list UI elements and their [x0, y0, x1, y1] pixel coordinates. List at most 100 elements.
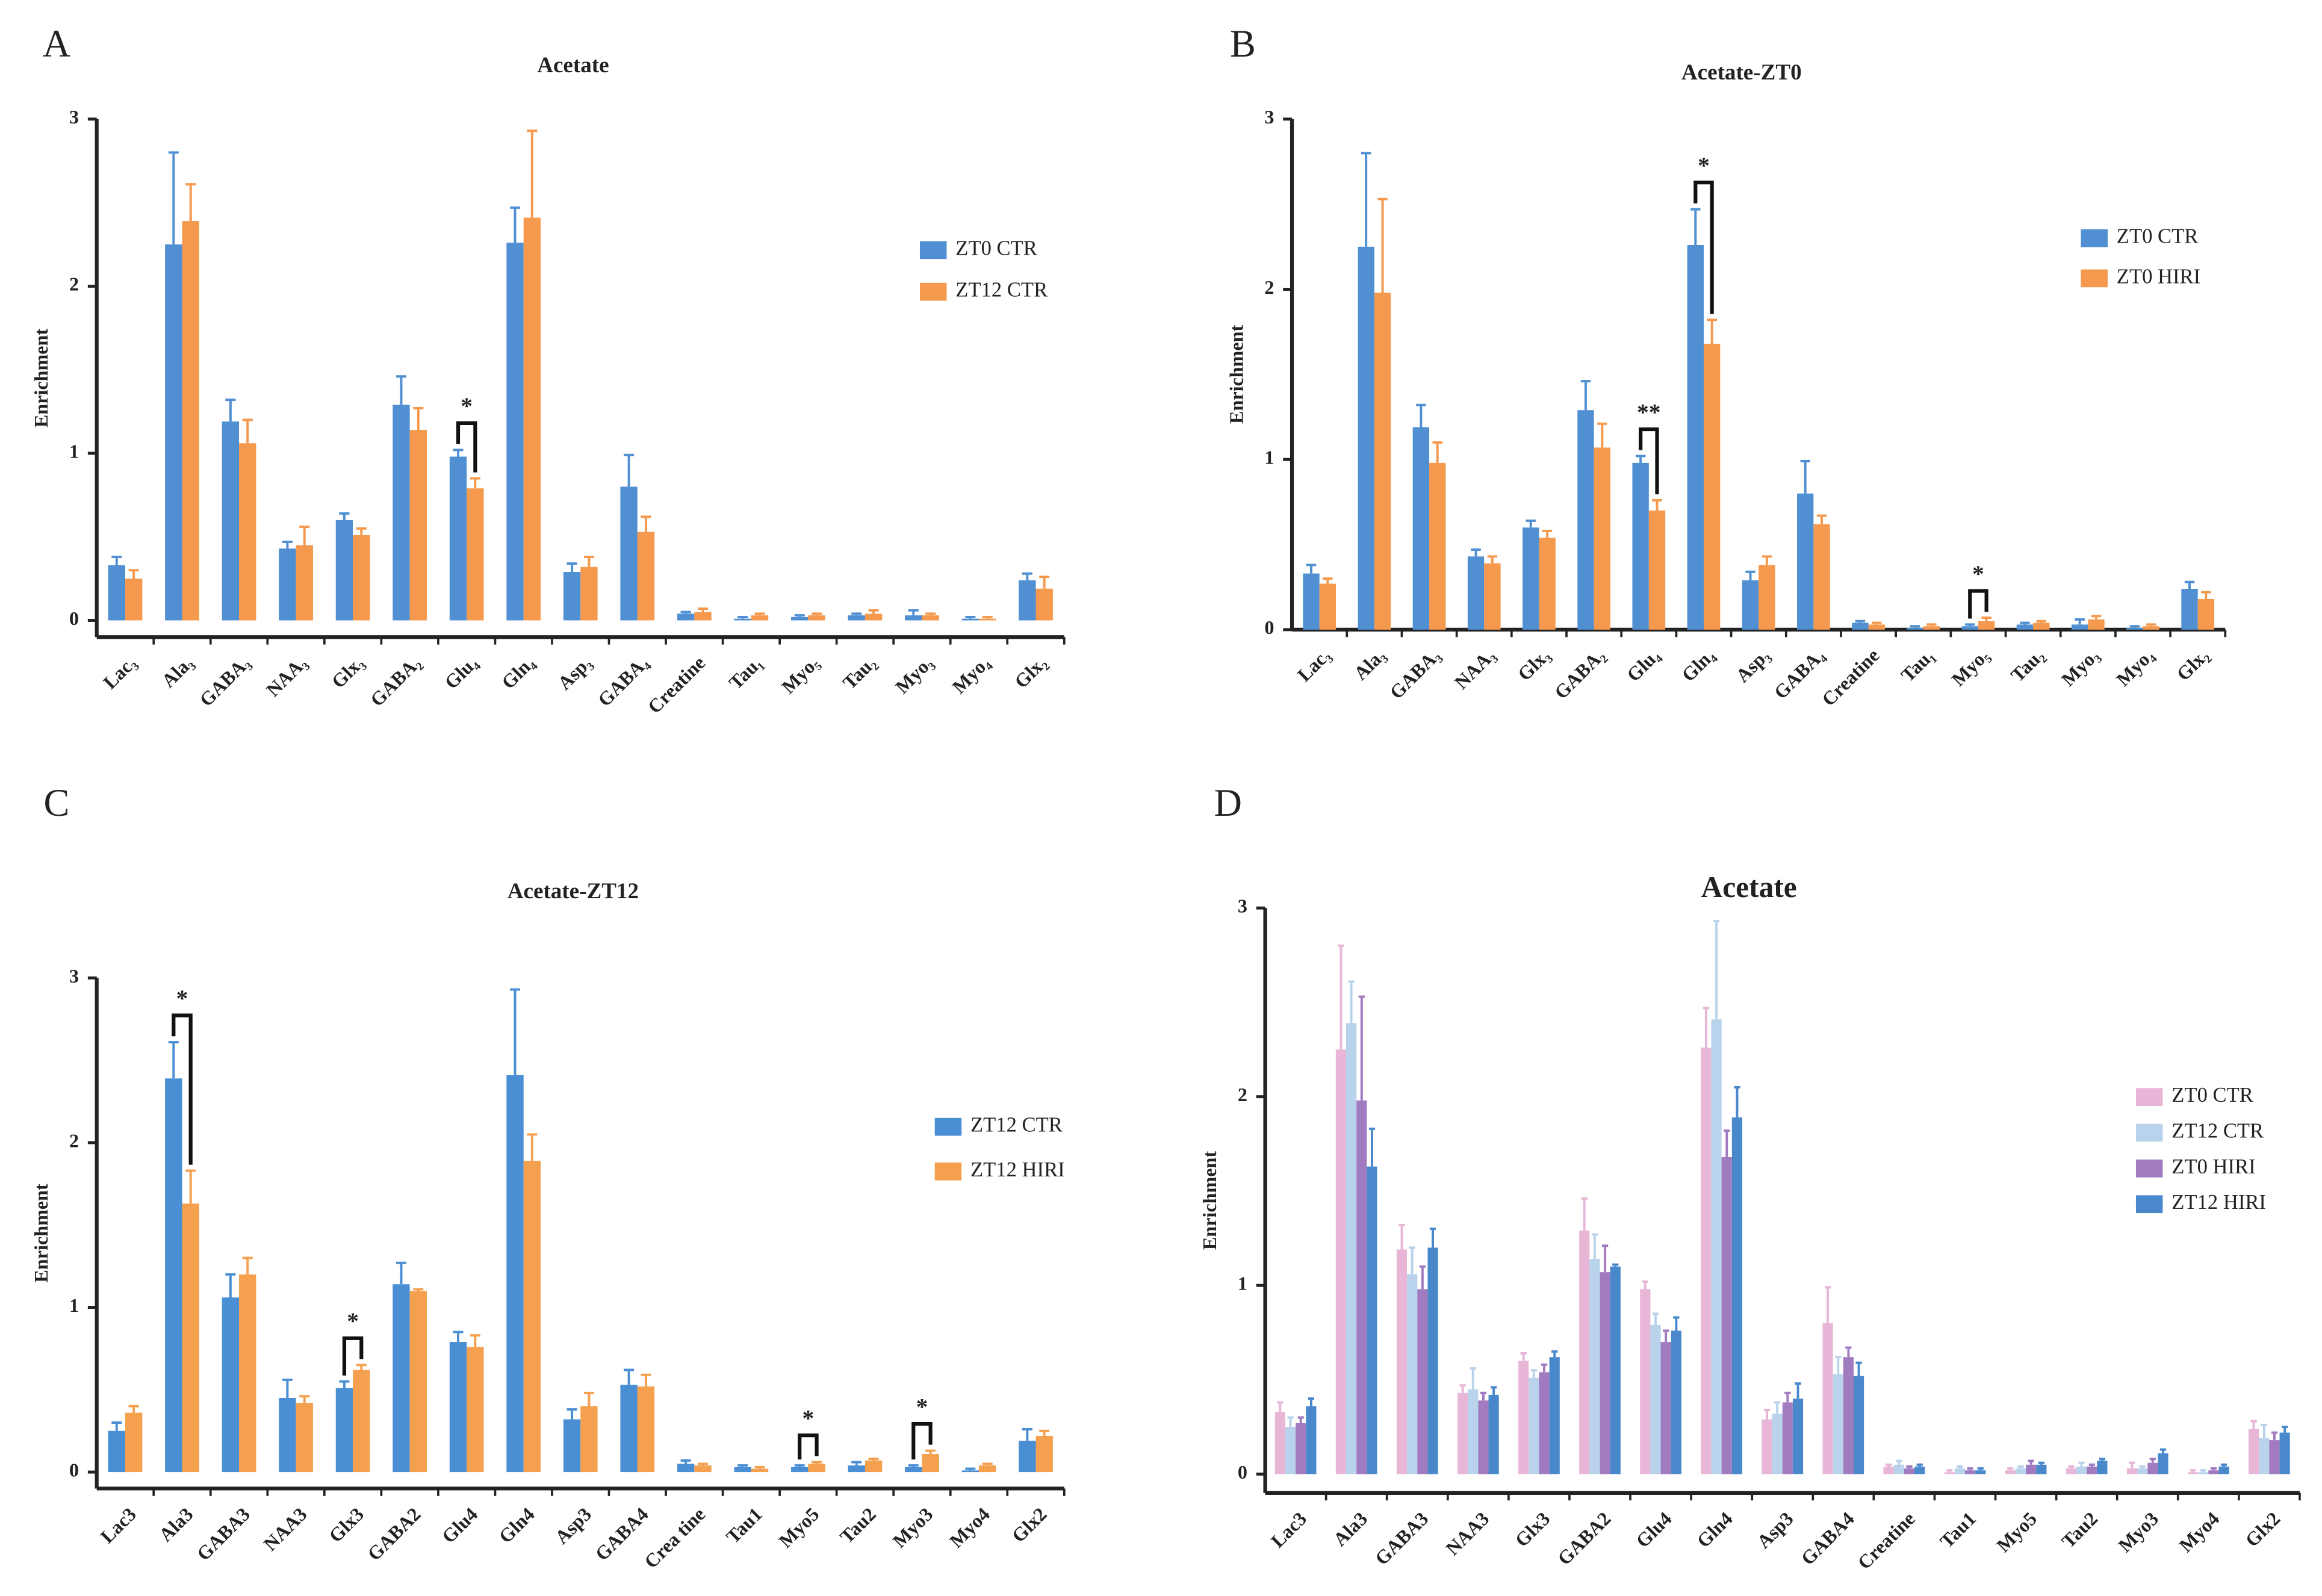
legend-label: ZT12 CTR	[970, 1114, 1063, 1137]
error-bar	[1323, 577, 1333, 584]
error-bar	[1358, 995, 1365, 1101]
bar	[2137, 1468, 2148, 1474]
error-bar	[1459, 1384, 1466, 1393]
x-tick-label: GABA₃	[1385, 644, 1444, 703]
error-bar	[1551, 1350, 1558, 1358]
error-bar	[2036, 619, 2047, 623]
error-bar	[1429, 1228, 1436, 1248]
error-bar	[2007, 1467, 2014, 1471]
bar	[353, 1370, 370, 1473]
bar	[2126, 628, 2143, 630]
error-bar	[2184, 580, 2195, 589]
x-tick-label: Glu₄	[440, 651, 482, 693]
x-tick-label: Gln4	[1692, 1508, 1736, 1551]
error-bar	[1663, 1329, 1669, 1343]
error-bar	[1916, 1463, 1923, 1467]
y-tick-label: 2	[1264, 276, 1274, 298]
significance-bracket	[342, 1336, 364, 1376]
error-bar	[812, 1461, 822, 1464]
error-bar	[2129, 625, 2140, 629]
x-tick-label: Gln₄	[497, 651, 539, 693]
x-tick-label: Myo₅	[1948, 644, 1993, 690]
error-bar	[168, 1041, 179, 1079]
error-bar	[697, 1462, 709, 1466]
bar	[2249, 1429, 2259, 1474]
y-tick-label: 3	[1238, 895, 1247, 917]
error-bar	[794, 614, 805, 617]
bar	[2126, 1468, 2138, 1474]
bar	[165, 244, 182, 621]
error-bar	[128, 1405, 139, 1413]
error-bar	[2038, 1461, 2044, 1465]
bar	[1813, 524, 1830, 630]
significance-label: *	[802, 1405, 814, 1432]
y-tick-label: 0	[69, 607, 79, 629]
bar	[2087, 1466, 2097, 1474]
x-tick-label: Glx₃	[328, 651, 368, 692]
error-bar	[1824, 1286, 1831, 1323]
bar	[1833, 1374, 1843, 1474]
significance-label: *	[347, 1308, 359, 1334]
error-bar	[1906, 1465, 1913, 1469]
error-bar	[2129, 1461, 2135, 1469]
x-tick-label: Glx2	[1007, 1503, 1051, 1547]
bar	[905, 615, 922, 621]
bar	[1797, 493, 1814, 630]
error-bar	[1022, 1428, 1032, 1441]
bar	[808, 1464, 825, 1473]
bar	[1285, 1427, 1296, 1474]
bar	[2097, 1461, 2108, 1474]
bar	[1467, 556, 1485, 630]
error-bar	[2271, 1431, 2278, 1441]
bar	[1843, 1357, 1854, 1474]
bar	[563, 1419, 581, 1473]
bar	[1523, 527, 1539, 630]
legend-label: ZT0 HIRI	[2117, 265, 2200, 288]
bar	[1772, 1414, 1783, 1474]
error-bar	[168, 151, 179, 244]
x-tick-label: Creatine	[1853, 1508, 1919, 1574]
error-bar	[527, 129, 538, 218]
x-tick-label: Ala₃	[1350, 644, 1389, 684]
bar	[1429, 462, 1446, 630]
significance-bracket	[911, 1421, 933, 1460]
error-bar	[1652, 499, 1662, 511]
y-tick-label: 1	[69, 1294, 79, 1316]
bar	[1374, 293, 1391, 630]
y-tick-label: 2	[69, 273, 79, 295]
bar	[108, 565, 125, 621]
bar	[353, 535, 370, 621]
panel-letter: D	[1214, 781, 1242, 824]
bar	[1742, 580, 1759, 630]
bar	[694, 612, 712, 621]
error-bar	[225, 399, 236, 422]
error-bar	[697, 607, 709, 612]
x-tick-label: Glx₂	[2172, 644, 2213, 685]
bar	[620, 1385, 638, 1473]
x-tick-label: Lac₃	[1293, 644, 1335, 686]
bar	[108, 1430, 125, 1473]
bar	[1035, 588, 1053, 621]
error-bar	[624, 1368, 635, 1385]
x-tick-label: Myo₃	[891, 651, 937, 697]
bar	[1539, 1372, 1550, 1474]
error-bar	[737, 1464, 748, 1467]
significance-bracket	[456, 421, 477, 473]
error-bar	[1490, 1386, 1497, 1395]
x-tick-label: Gln₄	[1677, 644, 1719, 686]
x-tick-label: Glu4	[1631, 1508, 1675, 1551]
bar	[848, 615, 865, 621]
error-bar	[2020, 621, 2030, 625]
bar	[1594, 447, 1610, 630]
bar	[182, 1203, 199, 1473]
bar	[1412, 427, 1430, 630]
y-tick-label: 3	[1264, 106, 1274, 128]
legend-swatch	[2081, 229, 2108, 247]
legend-swatch	[2135, 1195, 2163, 1214]
bar	[637, 1386, 655, 1473]
significance-bracket	[1693, 181, 1714, 314]
bar	[734, 1467, 751, 1473]
y-tick-label: 0	[1238, 1461, 1247, 1483]
error-bar	[908, 1464, 919, 1467]
error-bar	[868, 609, 879, 614]
